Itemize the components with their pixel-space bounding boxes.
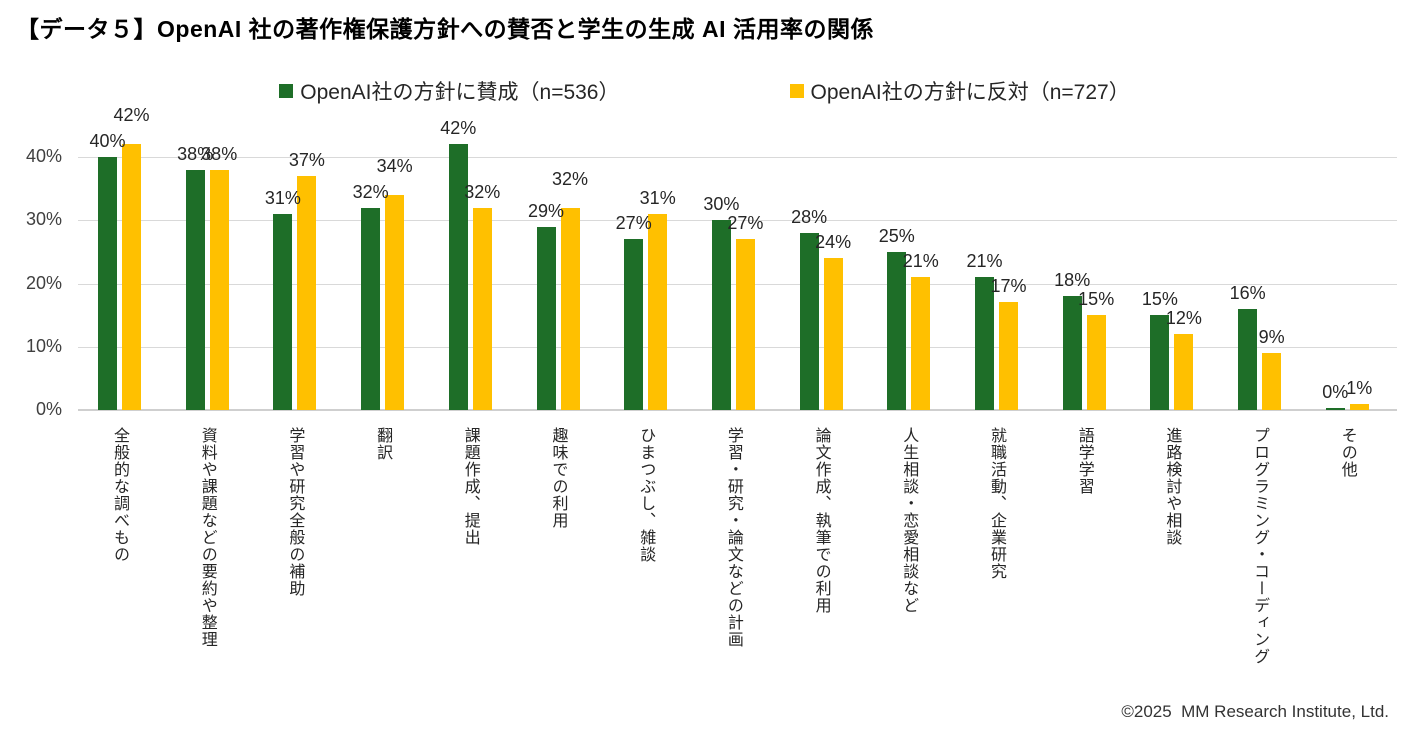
- value-label-oppose-9: 21%: [902, 251, 939, 272]
- value-label-oppose-4: 32%: [464, 181, 501, 202]
- value-label-oppose-8: 24%: [815, 232, 852, 253]
- value-label-oppose-6: 31%: [639, 187, 676, 208]
- category-label-10: 就職活動、企業研究: [988, 427, 1005, 580]
- category-label-3: 翻訳: [374, 427, 392, 461]
- bar-agree-11: [1062, 296, 1082, 410]
- bar-agree-4: [448, 144, 468, 410]
- y-axis-tick-10: 10%: [25, 335, 62, 356]
- bar-oppose-7: [735, 239, 755, 410]
- value-label-agree-5: 29%: [527, 200, 565, 221]
- legend-swatch-icon: [279, 84, 294, 98]
- bar-agree-1: [185, 169, 205, 410]
- bar-oppose-1: [209, 169, 229, 410]
- value-label-oppose-2: 37%: [288, 149, 325, 170]
- value-label-oppose-10: 17%: [990, 276, 1027, 297]
- legend-swatch-icon: [789, 84, 804, 98]
- bar-oppose-10: [999, 302, 1018, 410]
- category-label-8: 論文作成、執筆での利用: [812, 427, 830, 614]
- category-label-0: 全般的な調べもの: [111, 427, 128, 563]
- category-label-6: ひまつぶし、雑談: [637, 427, 655, 563]
- value-label-oppose-14: 1%: [1346, 377, 1373, 398]
- value-label-oppose-0: 42%: [113, 105, 150, 126]
- bar-oppose-3: [385, 194, 405, 410]
- bar-agree-0: [98, 157, 117, 410]
- category-label-9: 人生相談・恋愛相談など: [900, 427, 918, 614]
- legend-item-agree: OpenAI社の方針に賛成（n=536）: [279, 76, 620, 106]
- value-label-agree-9: 25%: [878, 225, 915, 246]
- bar-oppose-8: [823, 258, 843, 410]
- y-axis-tick-30: 30%: [25, 209, 62, 230]
- bar-oppose-0: [122, 144, 141, 410]
- legend-label: OpenAI社の方針に賛成（n=536）: [300, 81, 620, 104]
- value-label-agree-4: 42%: [440, 118, 477, 139]
- gridline-30: [78, 220, 1397, 222]
- category-label-11: 語学学習: [1075, 427, 1093, 495]
- value-label-oppose-3: 34%: [376, 155, 413, 176]
- bar-oppose-9: [911, 277, 931, 410]
- category-label-5: 趣味での利用: [549, 427, 567, 529]
- bar-oppose-11: [1086, 315, 1106, 410]
- bar-agree-8: [799, 232, 819, 410]
- bar-agree-5: [536, 226, 556, 410]
- bar-oppose-2: [297, 175, 317, 410]
- bar-agree-3: [361, 207, 381, 410]
- value-label-agree-11: 18%: [1054, 270, 1091, 291]
- value-label-agree-12: 15%: [1141, 289, 1178, 310]
- copyright-footer: ©2025 MM Research Institute, Ltd.: [1121, 702, 1389, 721]
- bar-oppose-5: [560, 207, 580, 410]
- category-label-12: 進路検討や相談: [1163, 427, 1181, 546]
- bar-agree-12: [1150, 315, 1170, 410]
- bar-agree-10: [975, 277, 994, 410]
- category-label-13: プログラミング・コーディング: [1251, 427, 1269, 665]
- bar-agree-6: [624, 239, 644, 410]
- legend: OpenAI社の方針に賛成（n=536） OpenAI社の方針に反対（n=727）: [0, 76, 1409, 106]
- category-label-7: 学習・研究・論文などの計画: [724, 427, 742, 648]
- value-label-agree-13: 16%: [1229, 282, 1266, 303]
- value-label-oppose-5: 32%: [551, 168, 589, 189]
- value-label-oppose-1: 38%: [201, 143, 238, 164]
- category-label-4: 課題作成、提出: [461, 427, 479, 546]
- bar-oppose-12: [1174, 334, 1194, 410]
- bar-oppose-6: [648, 213, 668, 410]
- category-label-1: 資料や課題などの要約や整理: [198, 427, 216, 648]
- value-label-agree-6: 27%: [615, 213, 652, 234]
- value-label-agree-8: 28%: [791, 206, 828, 227]
- value-label-agree-3: 32%: [352, 181, 389, 202]
- value-label-oppose-12: 12%: [1165, 308, 1202, 329]
- bar-agree-7: [711, 220, 731, 410]
- value-label-agree-1: 38%: [177, 143, 214, 164]
- value-label-oppose-13: 9%: [1258, 327, 1285, 348]
- value-label-agree-10: 21%: [966, 251, 1003, 272]
- y-axis-tick-0: 0%: [35, 399, 62, 419]
- value-label-oppose-7: 27%: [727, 213, 764, 234]
- value-label-agree-2: 31%: [264, 187, 301, 208]
- bar-agree-13: [1238, 308, 1258, 410]
- y-axis-tick-20: 20%: [25, 272, 62, 293]
- gridline-40: [78, 157, 1397, 158]
- bar-oppose-14: [1349, 403, 1369, 410]
- value-label-agree-0: 40%: [89, 131, 126, 151]
- bar-agree-14: [1325, 408, 1345, 410]
- bar-oppose-4: [472, 207, 492, 410]
- bar-agree-9: [887, 251, 907, 410]
- chart-title: 【データ５】OpenAI 社の著作権保護方針への賛否と学生の生成 AI 活用率の…: [16, 16, 874, 42]
- category-label-2: 学習や研究全般の補助: [286, 427, 304, 597]
- gridline-0: [78, 409, 1397, 411]
- value-label-oppose-11: 15%: [1078, 289, 1115, 310]
- bar-agree-2: [273, 213, 293, 410]
- bar-oppose-13: [1262, 353, 1282, 410]
- y-axis-tick-40: 40%: [25, 146, 62, 166]
- value-label-agree-7: 30%: [703, 194, 740, 215]
- legend-label: OpenAI社の方針に反対（n=727）: [810, 81, 1130, 104]
- category-label-14: その他: [1338, 427, 1356, 478]
- legend-item-oppose: OpenAI社の方針に反対（n=727）: [789, 76, 1130, 106]
- value-label-agree-14: 0%: [1322, 382, 1349, 402]
